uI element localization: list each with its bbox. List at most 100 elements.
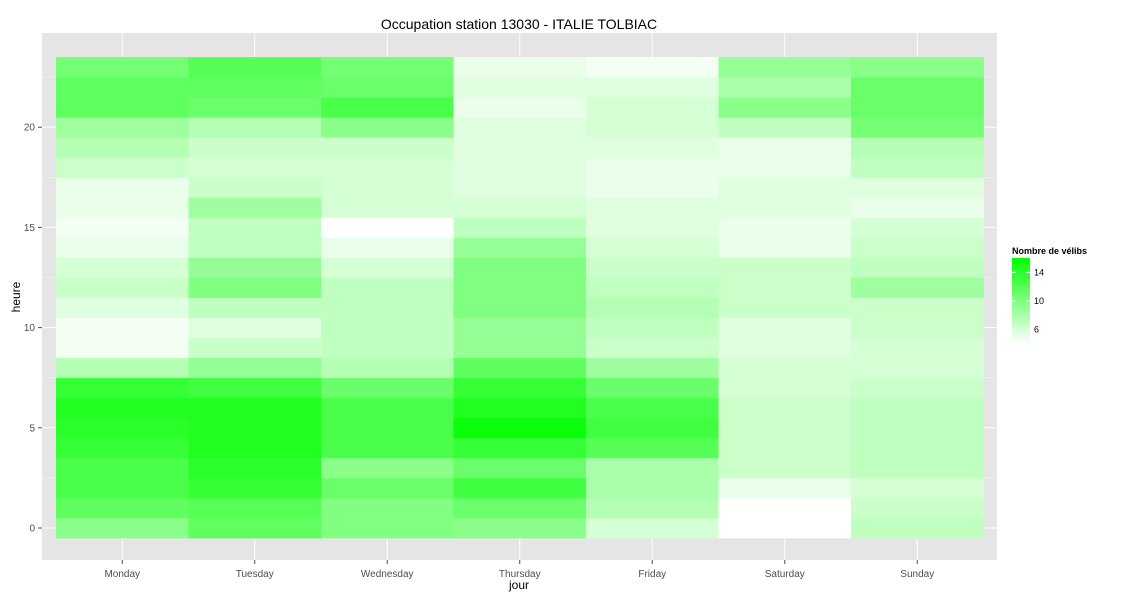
x-tick-label: Tuesday bbox=[236, 569, 274, 580]
heatmap-tile bbox=[321, 137, 454, 158]
heatmap-tile bbox=[586, 477, 719, 499]
heatmap-tile bbox=[718, 437, 852, 459]
heatmap-tile bbox=[453, 297, 587, 318]
heatmap-tile bbox=[321, 57, 454, 78]
heatmap-tile bbox=[851, 177, 984, 198]
heatmap-tile bbox=[321, 157, 454, 178]
heatmap-tile bbox=[188, 237, 322, 258]
heatmap-tile bbox=[188, 137, 322, 158]
heatmap-tile bbox=[586, 437, 719, 459]
x-tick-label: Wednesday bbox=[361, 569, 414, 580]
heatmap-tile bbox=[321, 277, 454, 298]
heatmap-tile bbox=[718, 217, 852, 238]
heatmap-tile bbox=[321, 417, 454, 439]
heatmap-tile bbox=[851, 337, 984, 359]
heatmap-tile bbox=[851, 437, 984, 459]
heatmap-tiles bbox=[56, 57, 984, 539]
heatmap-tile bbox=[453, 457, 587, 479]
heatmap-tile bbox=[56, 357, 189, 379]
legend-tick-label: 6 bbox=[1034, 325, 1039, 335]
heatmap-tile bbox=[718, 137, 852, 158]
x-tick-label: Monday bbox=[104, 569, 140, 580]
heatmap-tile bbox=[321, 97, 454, 118]
y-axis: 0 5 10 15 20 bbox=[24, 123, 42, 535]
heatmap-tile bbox=[56, 377, 189, 399]
heatmap-tile bbox=[453, 377, 587, 399]
heatmap-tile bbox=[851, 357, 984, 379]
x-tick-label: Saturday bbox=[765, 569, 805, 580]
heatmap-tile bbox=[586, 117, 719, 138]
heatmap-tile bbox=[188, 517, 322, 539]
heatmap-tile bbox=[188, 377, 322, 399]
heatmap-tile bbox=[453, 437, 587, 459]
heatmap-tile bbox=[56, 57, 189, 78]
heatmap-tile bbox=[56, 237, 189, 258]
heatmap-tile bbox=[56, 217, 189, 238]
heatmap-tile bbox=[586, 457, 719, 479]
heatmap-tile bbox=[851, 297, 984, 318]
y-tick-label: 5 bbox=[29, 423, 35, 434]
heatmap-tile bbox=[586, 517, 719, 539]
heatmap-tile bbox=[718, 377, 852, 399]
heatmap-tile bbox=[188, 117, 322, 138]
heatmap-tile bbox=[188, 397, 322, 419]
heatmap-tile bbox=[851, 497, 984, 519]
heatmap-tile bbox=[188, 437, 322, 459]
heatmap-tile bbox=[188, 57, 322, 78]
heatmap-tile bbox=[718, 117, 852, 138]
heatmap-tile bbox=[851, 237, 984, 258]
heatmap-tile bbox=[718, 97, 852, 118]
heatmap-tile bbox=[321, 177, 454, 198]
x-tick-label: Sunday bbox=[900, 569, 934, 580]
heatmap-tile bbox=[718, 297, 852, 318]
heatmap-tile bbox=[718, 77, 852, 98]
legend-tick-label: 14 bbox=[1034, 267, 1044, 277]
heatmap-tile bbox=[321, 457, 454, 479]
heatmap-tile bbox=[851, 97, 984, 118]
heatmap-tile bbox=[453, 137, 587, 158]
y-tick-label: 15 bbox=[24, 223, 36, 234]
heatmap-tile bbox=[453, 177, 587, 198]
heatmap-tile bbox=[586, 397, 719, 419]
heatmap-tile bbox=[718, 277, 852, 298]
heatmap-tile bbox=[56, 157, 189, 178]
heatmap-tile bbox=[188, 77, 322, 98]
heatmap-tile bbox=[718, 497, 852, 519]
heatmap-tile bbox=[321, 77, 454, 98]
heatmap-tile bbox=[453, 117, 587, 138]
heatmap-tile bbox=[718, 57, 852, 78]
heatmap-tile bbox=[586, 317, 719, 339]
heatmap-tile bbox=[586, 377, 719, 399]
heatmap-tile bbox=[453, 357, 587, 379]
heatmap-tile bbox=[321, 497, 454, 519]
heatmap-tile bbox=[56, 437, 189, 459]
heatmap-tile bbox=[586, 77, 719, 98]
heatmap-tile bbox=[851, 137, 984, 158]
heatmap-tile bbox=[56, 457, 189, 479]
heatmap-tile bbox=[586, 237, 719, 258]
heatmap-tile bbox=[718, 197, 852, 218]
heatmap-tile bbox=[56, 497, 189, 519]
heatmap-tile bbox=[586, 197, 719, 218]
heatmap-tile bbox=[453, 277, 587, 298]
heatmap-tile bbox=[188, 177, 322, 198]
heatmap-tile bbox=[56, 177, 189, 198]
heatmap-tile bbox=[718, 317, 852, 339]
heatmap-tile bbox=[586, 157, 719, 178]
heatmap-tile bbox=[586, 277, 719, 298]
heatmap-tile bbox=[851, 397, 984, 419]
heatmap-tile bbox=[56, 317, 189, 339]
heatmap-tile bbox=[453, 397, 587, 419]
heatmap-tile bbox=[188, 97, 322, 118]
heatmap-tile bbox=[586, 217, 719, 238]
heatmap-tile bbox=[321, 217, 454, 238]
heatmap-tile bbox=[453, 417, 587, 439]
heatmap-tile bbox=[453, 497, 587, 519]
heatmap-tile bbox=[56, 477, 189, 499]
heatmap-tile bbox=[718, 357, 852, 379]
heatmap-tile bbox=[453, 57, 587, 78]
heatmap-tile bbox=[188, 297, 322, 318]
heatmap-tile bbox=[851, 77, 984, 98]
